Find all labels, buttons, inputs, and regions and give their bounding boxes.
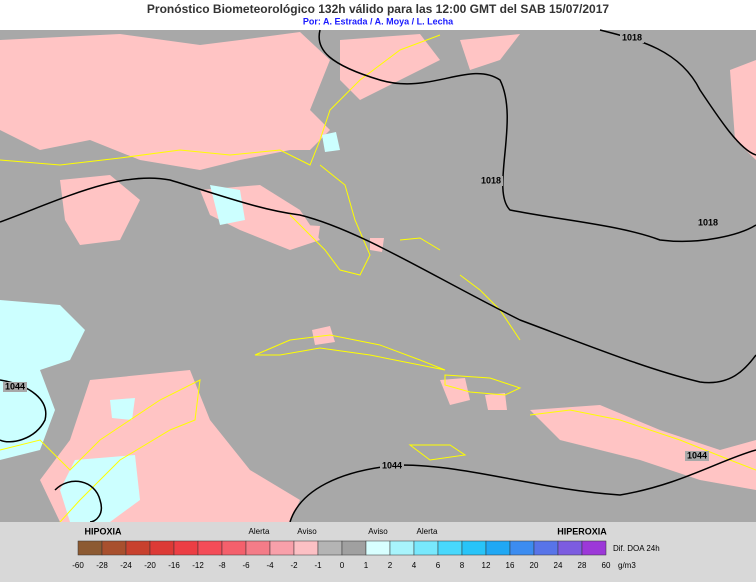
title: Pronóstico Biometeorológico 132h válido … — [147, 2, 609, 16]
legend-level-label: Aviso — [368, 527, 388, 536]
legend-tick-label: 0 — [340, 561, 345, 570]
legend-swatch — [365, 540, 391, 556]
legend-swatch — [437, 540, 463, 556]
legend-tick-label: 24 — [554, 561, 563, 570]
isobar-label: 1018 — [698, 217, 718, 227]
legend-swatch — [413, 540, 439, 556]
legend-swatch — [221, 540, 247, 556]
isobar-label: 1044 — [687, 450, 707, 460]
isobar-label-bg — [380, 461, 404, 471]
isobar-label-bg — [620, 33, 644, 43]
legend-tick-label: 20 — [530, 561, 539, 570]
legend-tick-label: -8 — [218, 561, 226, 570]
isobar-label-bg — [479, 176, 503, 186]
legend-tick-label: -2 — [290, 561, 298, 570]
legend-tick-label: -28 — [96, 561, 108, 570]
legend-swatch — [125, 540, 151, 556]
legend-tick-label: -6 — [242, 561, 250, 570]
legend-level-label: Alerta — [249, 527, 270, 536]
isobar-label: 1044 — [5, 381, 25, 391]
isobar-label: 1018 — [481, 175, 501, 185]
hyperoxia-areas — [0, 132, 340, 522]
legend-swatch — [389, 540, 415, 556]
legend-right-label: HIPEROXIA — [557, 526, 607, 536]
legend-swatch — [101, 540, 127, 556]
legend-swatch — [317, 540, 343, 556]
legend-tick-label: -20 — [144, 561, 156, 570]
legend-tick-label: 2 — [388, 561, 393, 570]
legend-swatch — [245, 540, 271, 556]
legend-unit: g/m3 — [618, 561, 636, 570]
legend-swatch — [485, 540, 511, 556]
isobar-label-bg — [685, 451, 709, 461]
legend-swatch — [173, 540, 199, 556]
isobar-label: 1044 — [382, 460, 402, 470]
legend-level-label: Aviso — [297, 527, 317, 536]
legend-level-label: Alerta — [417, 527, 438, 536]
legend-left-label: HIPOXIA — [84, 526, 122, 536]
legend-tick-label: 1 — [364, 561, 369, 570]
legend-swatch — [533, 540, 559, 556]
isobar-label-bg — [3, 382, 27, 392]
legend-swatch — [341, 540, 367, 556]
legend: HIPOXIA HIPEROXIA Alerta Aviso Aviso Alerta -6… — [72, 526, 659, 570]
isobar-labels: 1018 1018 1018 1044 1044 1044 — [3, 32, 720, 471]
isobar-label: 1018 — [622, 32, 642, 42]
legend-swatch — [197, 540, 223, 556]
legend-swatch — [269, 540, 295, 556]
legend-tick-label: -4 — [266, 561, 274, 570]
legend-tick-label: 28 — [578, 561, 587, 570]
legend-tick-label: 6 — [436, 561, 441, 570]
legend-swatch — [77, 540, 103, 556]
legend-swatch — [581, 540, 607, 556]
legend-tick-label: 8 — [460, 561, 465, 570]
legend-tick-label: -1 — [314, 561, 322, 570]
legend-tick-label: -12 — [192, 561, 204, 570]
legend-tick-label: -60 — [72, 561, 84, 570]
legend-tick-label: -16 — [168, 561, 180, 570]
legend-tick-label: 12 — [482, 561, 491, 570]
isobar-label-bg — [696, 218, 720, 228]
legend-swatch — [509, 540, 535, 556]
legend-tick-label: 16 — [506, 561, 515, 570]
legend-swatch — [461, 540, 487, 556]
legend-swatch — [293, 540, 319, 556]
legend-tick-label: 4 — [412, 561, 417, 570]
isobars — [0, 29, 756, 523]
legend-tick-label: -24 — [120, 561, 132, 570]
legend-caption: Dif. DOA 24h — [613, 544, 660, 553]
legend-swatch — [557, 540, 583, 556]
legend-swatch — [149, 540, 175, 556]
map: 1018 1018 1018 1044 1044 1044 — [0, 29, 756, 523]
legend-tick-label: 60 — [602, 561, 611, 570]
subtitle: Por: A. Estrada / A. Moya / L. Lecha — [303, 16, 454, 26]
